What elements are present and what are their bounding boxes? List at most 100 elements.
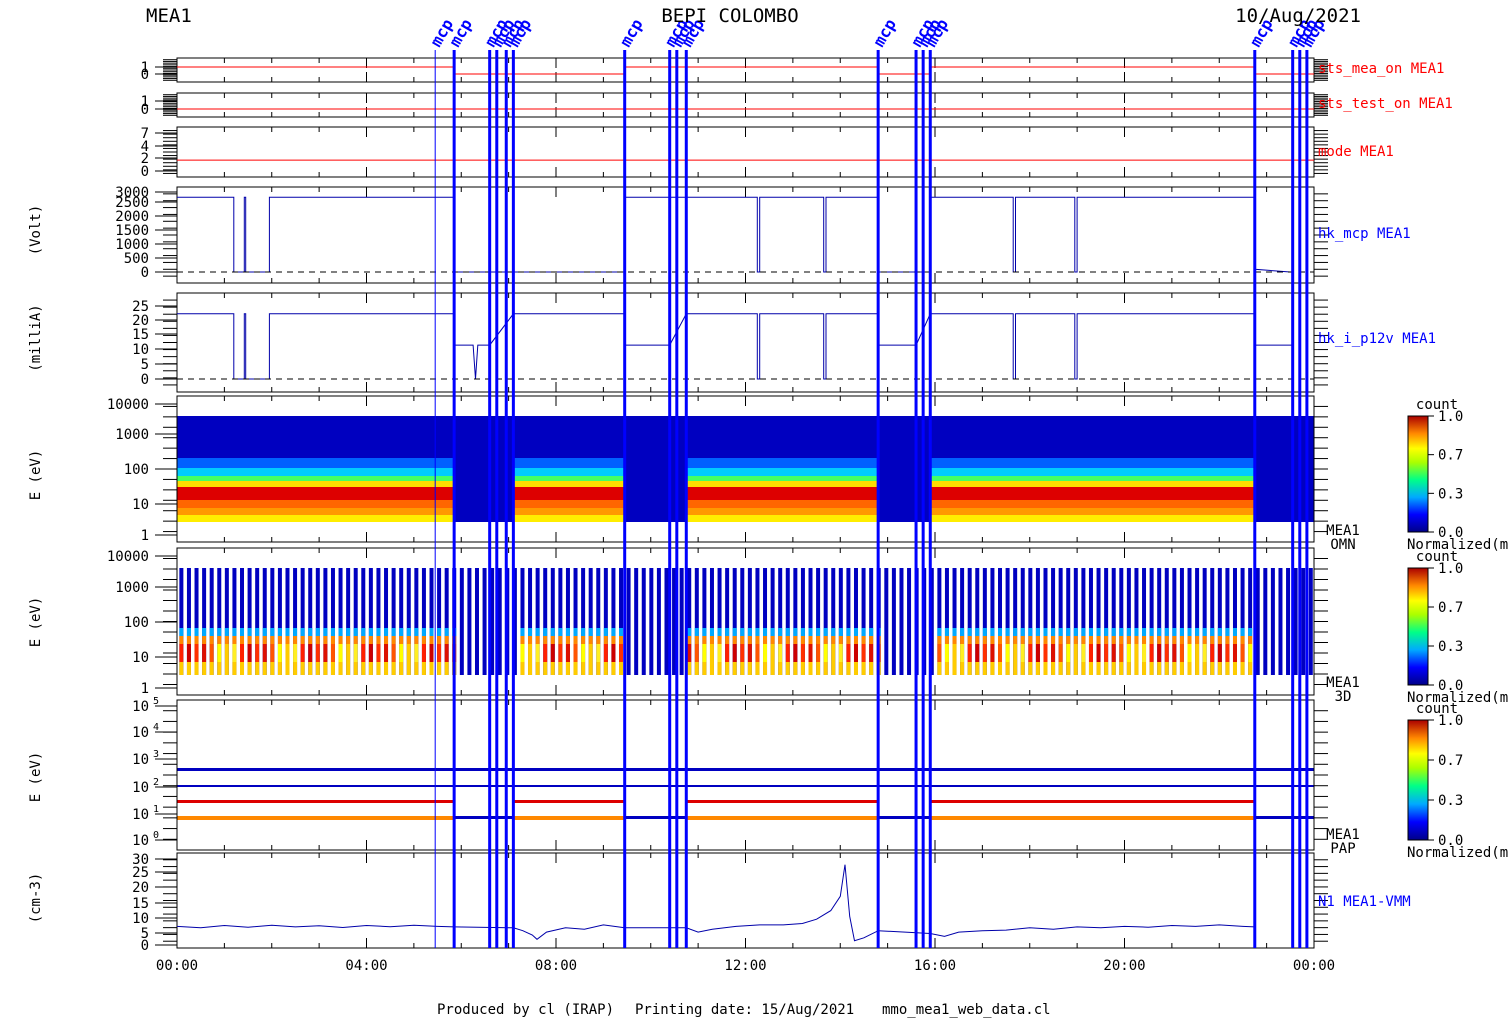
3d-stripe-49 [550,568,555,675]
3d-stripe-yellow-5 [217,662,222,675]
3d-stripe-yellow-133 [1187,662,1192,675]
3d-stripe-mid-125 [1126,628,1131,636]
colorbar-tick-label-omn-3: 0.0 [1438,525,1463,541]
3d-stripe-95 [899,568,904,675]
omn-band-3-b [930,468,1255,476]
3d-stripe-orange-101 [944,636,949,644]
3d-stripe-117 [1066,568,1071,675]
3d-stripe-23 [353,568,358,675]
y-tick-label-n1-5: 5 [141,926,149,942]
y-tick-exponent-pap-2: 3 [153,749,159,760]
3d-stripe-orange-8 [240,636,245,644]
omn-band-2-f [686,500,879,508]
3d-stripe-orange-73 [732,636,737,644]
3d-stripe-yellow-100 [937,662,942,675]
3d-stripe-145 [1278,568,1283,675]
3d-stripe-orange-76 [755,636,760,644]
colorbar-3d [1407,567,1429,686]
3d-stripe-yellow-18 [315,662,320,675]
3d-stripe-140 [1240,568,1245,675]
3d-stripe-orange-45 [520,636,525,644]
3d-stripe-orange-124 [1119,636,1124,644]
3d-stripe-hot-128 [1149,644,1154,662]
3d-stripe-mid-110 [1013,628,1018,636]
3d-stripe-mid-111 [1020,628,1025,636]
3d-stripe-yellow-27 [384,662,389,675]
3d-stripe-yellow-26 [376,662,381,675]
3d-stripe-orange-122 [1104,636,1109,644]
omn-band-2-b [686,468,879,476]
pap-band-orange-3 [930,816,1255,820]
omn-band-3-e [930,487,1255,500]
y-tick-label-n1-2: 20 [132,880,149,896]
3d-stripe-hot-139 [1232,644,1237,662]
3d-stripe-144 [1270,568,1275,675]
3d-stripe-mid-122 [1104,628,1109,636]
3d-stripe-84 [816,568,821,675]
3d-stripe-31 [414,568,419,675]
omn-band-2-d [686,481,879,487]
3d-stripe-mid-56 [603,628,608,636]
3d-stripe-yellow-113 [1035,662,1040,675]
3d-stripe-yellow-116 [1058,662,1063,675]
3d-stripe-mid-46 [528,628,533,636]
3d-stripe-72 [725,568,730,675]
3d-stripe-40 [482,568,487,675]
3d-stripe-orange-128 [1149,636,1154,644]
3d-stripe-hot-27 [384,644,389,662]
3d-stripe-orange-29 [399,636,404,644]
3d-stripe-hot-114 [1043,644,1048,662]
3d-stripe-orange-108 [998,636,1003,644]
3d-stripe-mid-117 [1066,628,1071,636]
3d-stripe-orange-103 [960,636,965,644]
y-tick-label-mode-3: 0 [141,164,149,180]
3d-stripe-hot-86 [831,644,836,662]
3d-stripe-mid-82 [800,628,805,636]
3d-stripe-yellow-4 [209,662,214,675]
colorbar-tick-label-omn-2: 0.3 [1438,486,1463,502]
3d-stripe-73 [732,568,737,675]
3d-stripe-mid-79 [778,628,783,636]
3d-stripe-orange-0 [179,636,184,644]
3d-stripe-yellow-25 [368,662,373,675]
3d-stripe-yellow-49 [550,662,555,675]
3d-stripe-yellow-23 [353,662,358,675]
3d-stripe-hot-20 [330,644,335,662]
3d-stripe-mid-128 [1149,628,1154,636]
omn-band-0-b [177,468,455,476]
3d-stripe-yellow-75 [747,662,752,675]
y-axis-label-omn: E (eV) [28,450,44,501]
panel-label2-pap: PAP [1330,841,1355,857]
3d-stripe-mid-2 [194,628,199,636]
colorbar-tick-label-pap-2: 0.3 [1438,793,1463,809]
3d-stripe-mid-76 [755,628,760,636]
3d-stripe-yellow-29 [399,662,404,675]
footer-produced-by: Produced by cl (IRAP) [437,1002,614,1018]
panel-label-hk_i_p12v: hk_i_p12v MEA1 [1318,331,1436,347]
3d-stripe-yellow-119 [1081,662,1086,675]
x-tick-label-4: 16:00 [914,958,956,974]
3d-stripe-30 [406,568,411,675]
3d-stripe-hot-56 [603,644,608,662]
3d-stripe-138 [1225,568,1230,675]
3d-stripe-yellow-106 [982,662,987,675]
3d-stripe-86 [831,568,836,675]
3d-stripe-yellow-34 [437,662,442,675]
3d-stripe-orange-70 [709,636,714,644]
3d-stripe-85 [823,568,828,675]
3d-stripe-orange-5 [217,636,222,644]
3d-stripe-mid-69 [702,628,707,636]
3d-stripe-mid-87 [838,628,843,636]
3d-stripe-51 [565,568,570,675]
y-tick-label-mode-0: 7 [141,126,149,142]
3d-stripe-orange-1 [186,636,191,644]
3d-stripe-orange-125 [1126,636,1131,644]
3d-stripe-50 [558,568,563,675]
3d-stripe-yellow-35 [444,662,449,675]
3d-stripe-orange-14 [285,636,290,644]
3d-stripe-mid-118 [1073,628,1078,636]
3d-stripe-mid-68 [694,628,699,636]
3d-stripe-68 [694,568,699,675]
3d-stripe-hot-88 [846,644,851,662]
3d-stripe-96 [907,568,912,675]
